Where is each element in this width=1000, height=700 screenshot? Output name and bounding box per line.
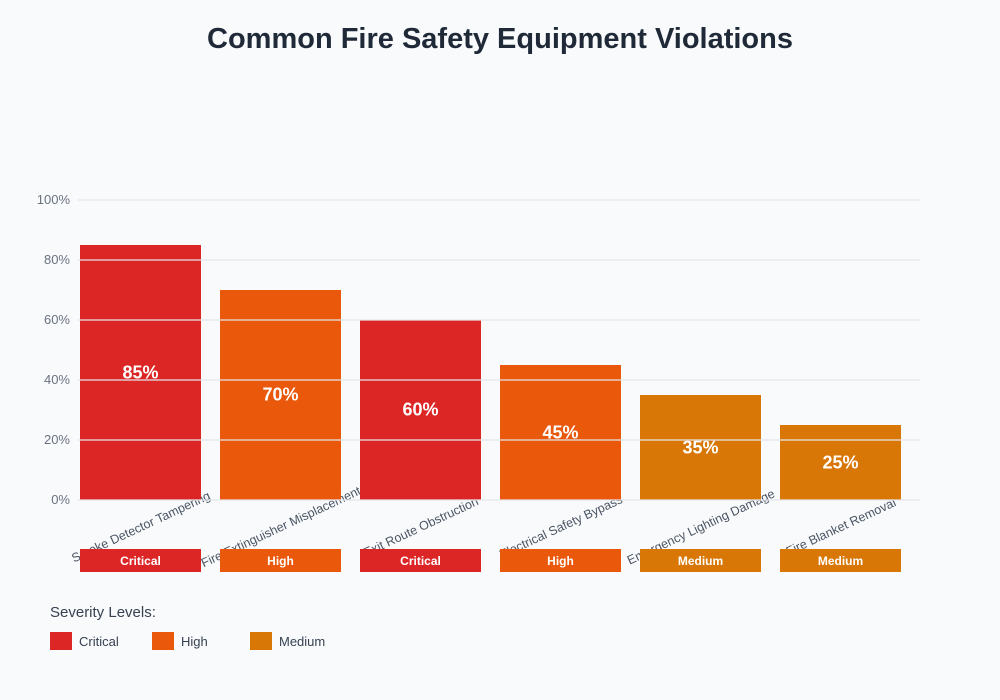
chart-title: Common Fire Safety Equipment Violations: [207, 23, 793, 55]
y-axis-tick-label: 40%: [43, 372, 70, 387]
legend-swatch: [50, 632, 72, 650]
bar: 70%: [220, 290, 341, 500]
legend-label: Critical: [79, 633, 119, 649]
gridline: [78, 259, 920, 261]
plot-area: 85% 70% 60% 45% 35% 25%: [78, 199, 920, 501]
bar: 35%: [640, 395, 761, 500]
bar-value-label: 35%: [682, 437, 719, 457]
legend-item: High: [152, 631, 208, 651]
severity-badge: Critical: [80, 549, 201, 572]
y-axis-tick-label: 100%: [36, 192, 70, 207]
legend-item: Critical: [50, 631, 119, 651]
y-axis-tick-label: 80%: [43, 252, 70, 267]
bar: 60%: [360, 320, 481, 500]
y-axis-tick-label: 20%: [43, 432, 70, 447]
severity-badge: High: [500, 549, 621, 572]
severity-badge: Critical: [360, 549, 481, 572]
gridline: [78, 379, 920, 381]
gridline: [78, 499, 920, 501]
bar: 45%: [500, 365, 621, 500]
bar: 25%: [780, 425, 901, 500]
bar-value-label: 25%: [822, 452, 859, 472]
y-axis-tick-label: 0%: [51, 492, 70, 507]
legend-swatch: [250, 632, 272, 650]
bar-value-label: 45%: [542, 422, 579, 442]
legend-label: Medium: [279, 633, 326, 649]
gridline: [78, 319, 920, 321]
bar-value-label: 60%: [402, 399, 439, 420]
gridline: [78, 439, 920, 441]
legend-swatch: [152, 632, 174, 650]
severity-badge: Medium: [780, 549, 901, 572]
legend-item: Medium: [250, 631, 325, 651]
y-axis-tick-label: 60%: [43, 312, 70, 327]
bar-value-label: 70%: [262, 384, 299, 405]
gridline: [78, 199, 920, 201]
legend-title: Severity Levels:: [50, 604, 156, 621]
bar-value-label: 85%: [122, 362, 159, 382]
severity-badge: High: [220, 549, 341, 572]
severity-badge: Medium: [640, 549, 761, 572]
bar: 85%: [80, 245, 201, 500]
legend-label: High: [181, 633, 208, 649]
